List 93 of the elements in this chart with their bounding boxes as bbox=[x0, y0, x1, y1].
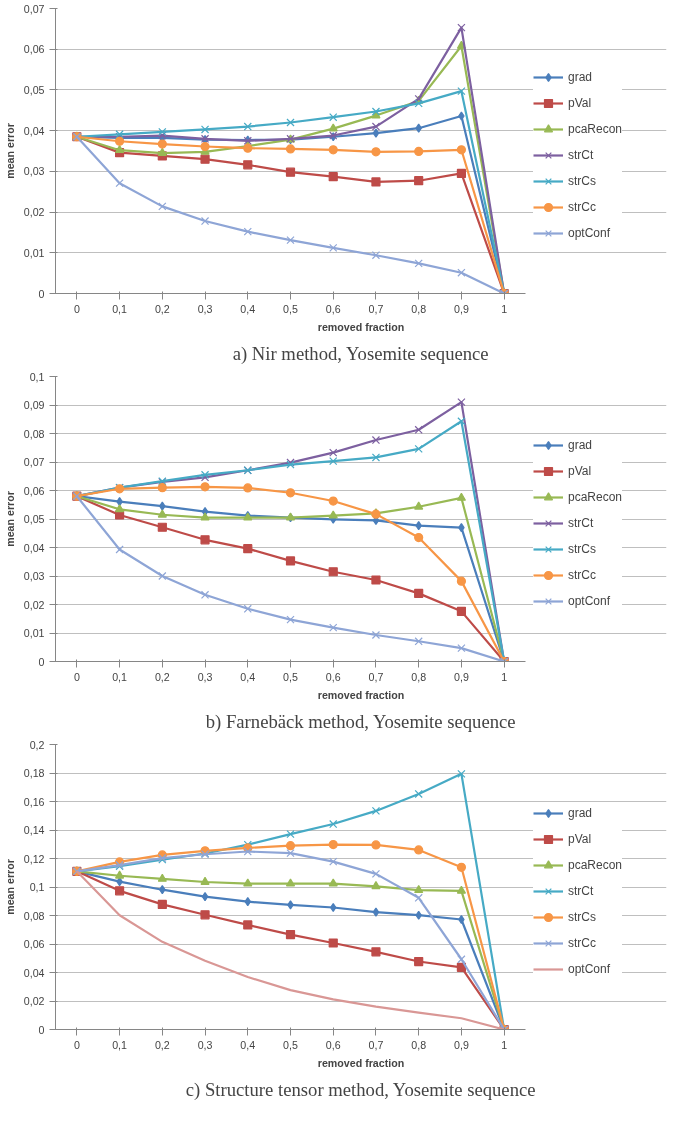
text: c) Structure tensor method, Yosemite sequence bbox=[185, 1078, 536, 1101]
legend-label: optConf bbox=[568, 226, 611, 240]
y-tick-label: 0,05 bbox=[23, 513, 45, 525]
y-tick-label: 0,16 bbox=[23, 795, 45, 808]
legend-label: strCs bbox=[568, 542, 596, 556]
y-tick-label: 0,12 bbox=[23, 852, 45, 865]
y-tick-label: 0,1 bbox=[29, 370, 45, 383]
x-tick-label: 0,5 bbox=[283, 670, 298, 683]
x-tick-label: 0,5 bbox=[283, 1038, 298, 1051]
x-tick-label: 0,8 bbox=[411, 1038, 427, 1051]
y-tick-label: 0 bbox=[38, 655, 45, 668]
x-tick-label: 0,2 bbox=[154, 1038, 170, 1051]
x-tick-label: 0,6 bbox=[325, 1038, 341, 1051]
y-tick-label: 0,08 bbox=[23, 909, 45, 922]
y-tick-label: 0,01 bbox=[23, 246, 45, 259]
legend-label: optConf bbox=[568, 594, 611, 608]
y-tick-label: 0,03 bbox=[23, 165, 45, 178]
x-tick-label: 0,2 bbox=[154, 302, 170, 315]
x-tick-label: 0,1 bbox=[112, 1038, 128, 1051]
x-tick-label: 0,4 bbox=[240, 670, 256, 683]
x-tick-label: 0,7 bbox=[368, 670, 384, 683]
legend-label: pcaRecon bbox=[568, 490, 623, 504]
legend-label: strCc bbox=[568, 568, 596, 582]
x-tick-label: 0,9 bbox=[454, 1038, 469, 1051]
legend-label: strCt bbox=[568, 884, 594, 898]
text: b) Farnebäck method, Yosemite sequence bbox=[205, 710, 516, 733]
x-axis-title: removed fraction bbox=[317, 320, 405, 333]
y-tick-label: 0,02 bbox=[23, 995, 45, 1007]
x-tick-label: 0,7 bbox=[368, 1038, 384, 1051]
legend-label: strCs bbox=[568, 910, 596, 924]
x-tick-label: 0 bbox=[73, 302, 80, 315]
y-tick-label: 0,2 bbox=[29, 738, 45, 751]
y-axis-title: mean error bbox=[3, 123, 16, 179]
x-tick-label: 1 bbox=[501, 670, 508, 683]
x-tick-label: 0,1 bbox=[112, 670, 128, 683]
x-tick-label: 0,6 bbox=[325, 670, 341, 683]
legend-label: pcaRecon bbox=[568, 122, 623, 136]
x-tick-label: 0,3 bbox=[197, 670, 213, 683]
x-tick-label: 0,7 bbox=[368, 302, 384, 315]
x-tick-label: 0,4 bbox=[240, 1038, 256, 1051]
x-tick-label: 0,1 bbox=[112, 302, 128, 315]
legend-label: grad bbox=[568, 806, 593, 820]
x-tick-label: 0,6 bbox=[325, 302, 341, 315]
y-tick-label: 0,06 bbox=[23, 484, 45, 497]
y-tick-label: 0,04 bbox=[23, 541, 45, 554]
legend-label: grad bbox=[568, 70, 593, 84]
y-tick-label: 0,09 bbox=[23, 399, 45, 411]
legend-label: grad bbox=[568, 438, 593, 452]
legend-label: optConf bbox=[568, 962, 611, 976]
legend-label: pVal bbox=[568, 832, 592, 846]
y-axis-title: mean error bbox=[3, 859, 16, 915]
x-tick-label: 0,3 bbox=[197, 302, 213, 315]
x-tick-label: 0,9 bbox=[454, 670, 469, 683]
legend-label: strCs bbox=[568, 174, 596, 188]
legend-label: strCt bbox=[568, 516, 594, 530]
text: a) Nir method, Yosemite sequence bbox=[232, 342, 489, 365]
y-tick-label: 0,07 bbox=[23, 456, 45, 468]
x-tick-label: 0,2 bbox=[154, 670, 170, 683]
y-tick-label: 0 bbox=[38, 1023, 45, 1036]
y-tick-label: 0,06 bbox=[23, 43, 45, 56]
x-tick-label: 0,5 bbox=[283, 302, 298, 315]
y-tick-label: 0,14 bbox=[23, 824, 45, 836]
y-tick-label: 0,04 bbox=[23, 966, 45, 979]
y-tick-label: 0,05 bbox=[23, 83, 45, 96]
legend-label: pVal bbox=[568, 464, 592, 478]
y-tick-label: 0,01 bbox=[23, 627, 45, 639]
x-tick-label: 1 bbox=[501, 302, 508, 315]
x-tick-label: 1 bbox=[501, 1038, 508, 1051]
legend-label: strCt bbox=[568, 148, 594, 162]
x-axis-title: removed fraction bbox=[317, 1056, 405, 1069]
y-tick-label: 0,1 bbox=[29, 881, 45, 893]
legend-label: pcaRecon bbox=[568, 858, 623, 872]
y-tick-label: 0,04 bbox=[23, 124, 45, 137]
y-tick-label: 0 bbox=[38, 287, 45, 300]
y-tick-label: 0,02 bbox=[23, 598, 45, 611]
legend-label: strCc bbox=[568, 936, 596, 950]
y-tick-label: 0,07 bbox=[23, 2, 45, 15]
x-tick-label: 0,8 bbox=[411, 302, 427, 315]
y-tick-label: 0,02 bbox=[23, 206, 45, 219]
y-tick-label: 0,08 bbox=[23, 427, 45, 440]
x-tick-label: 0,4 bbox=[240, 302, 256, 315]
y-tick-label: 0,03 bbox=[23, 570, 45, 582]
x-axis-title: removed fraction bbox=[317, 688, 405, 701]
legend-label: pVal bbox=[568, 96, 592, 110]
x-tick-label: 0,9 bbox=[454, 302, 469, 315]
x-tick-label: 0,3 bbox=[197, 1038, 213, 1051]
x-tick-label: 0 bbox=[73, 1038, 80, 1051]
x-tick-label: 0,8 bbox=[411, 670, 427, 683]
x-tick-label: 0 bbox=[73, 670, 80, 683]
y-tick-label: 0,06 bbox=[23, 938, 45, 950]
y-tick-label: 0,18 bbox=[23, 767, 45, 779]
y-axis-title: mean error bbox=[3, 491, 16, 547]
legend-label: strCc bbox=[568, 200, 596, 214]
